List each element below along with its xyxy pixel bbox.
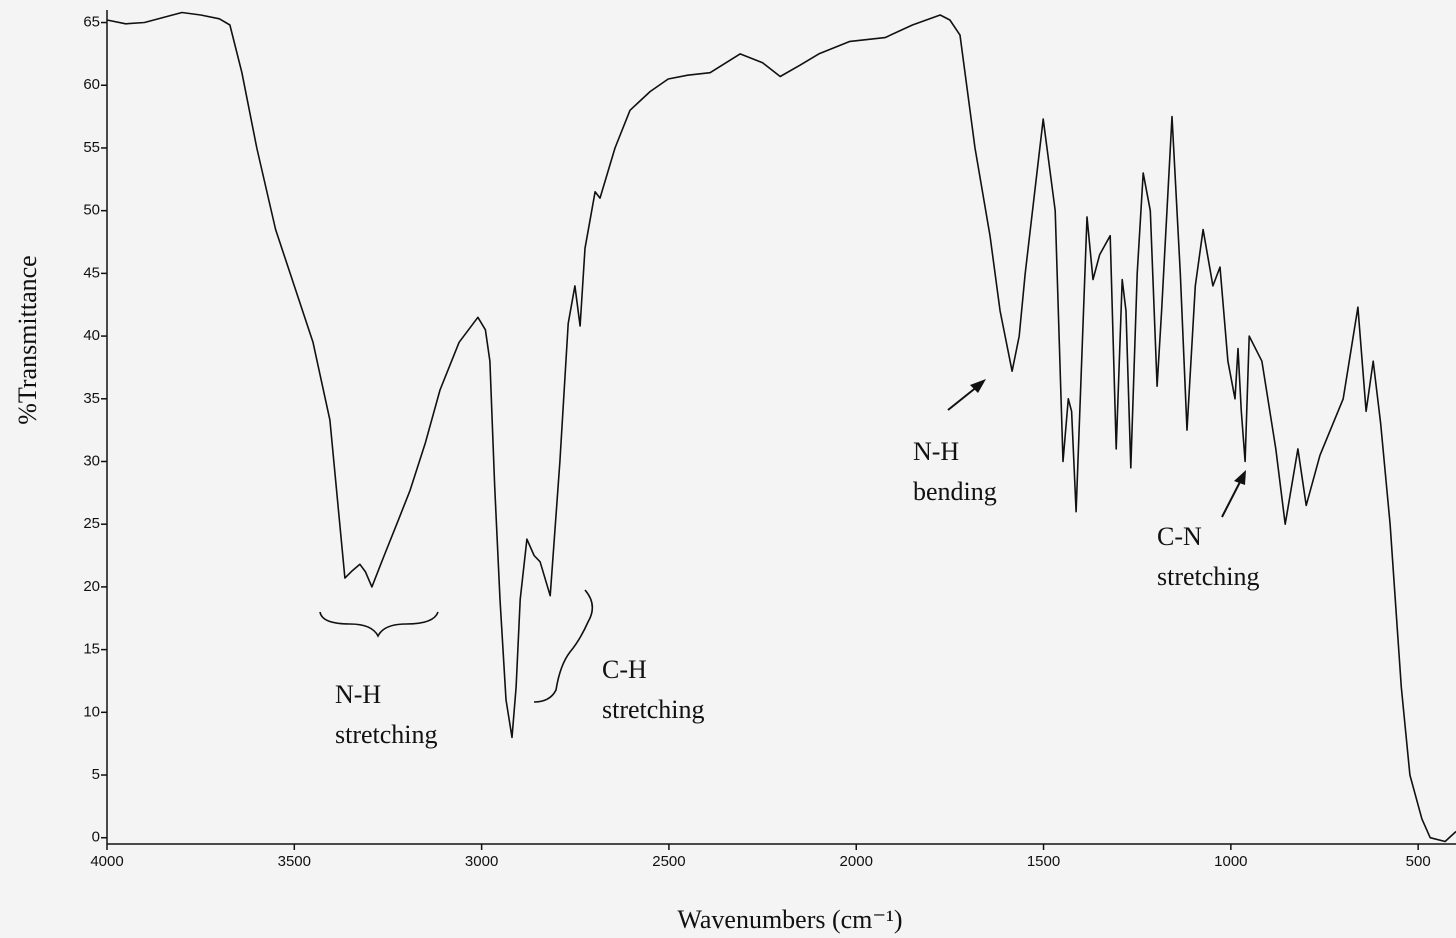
x-axis-label: Wavenumbers (cm⁻¹) <box>677 905 902 934</box>
x-tick-label: 4000 <box>90 853 123 870</box>
arrow-head <box>1234 470 1246 485</box>
x-tick-label: 2500 <box>652 853 685 870</box>
brace <box>319 611 439 638</box>
x-tick-label: 2000 <box>840 853 873 870</box>
arrow <box>1221 479 1242 518</box>
y-tick-label: 30 <box>83 452 100 469</box>
x-tick-label: 3000 <box>465 853 498 870</box>
arrow <box>947 385 979 411</box>
y-tick-label: 20 <box>83 578 100 595</box>
y-tick-label: 60 <box>83 76 100 93</box>
y-tick-label: 65 <box>83 14 100 31</box>
y-tick-label: 25 <box>83 515 100 532</box>
y-tick-label: 50 <box>83 202 100 219</box>
x-tick-label: 500 <box>1406 853 1431 870</box>
arrow-head <box>970 379 986 393</box>
y-tick-label: 45 <box>83 264 100 281</box>
y-tick-label: 40 <box>83 327 100 344</box>
y-tick-label: 0 <box>92 829 100 846</box>
y-tick-label: 15 <box>83 641 100 658</box>
y-tick-label: 55 <box>83 139 100 156</box>
spectrum-line <box>106 11 1456 843</box>
x-tick-label: 1000 <box>1214 853 1247 870</box>
brace <box>533 589 594 703</box>
y-tick-label: 35 <box>83 390 100 407</box>
x-tick-label: 3500 <box>278 853 311 870</box>
y-tick-label: 5 <box>92 766 100 783</box>
x-tick-label: 1500 <box>1027 853 1060 870</box>
y-tick-label: 10 <box>83 703 100 720</box>
y-axis-label: %Transmittance <box>13 255 42 424</box>
